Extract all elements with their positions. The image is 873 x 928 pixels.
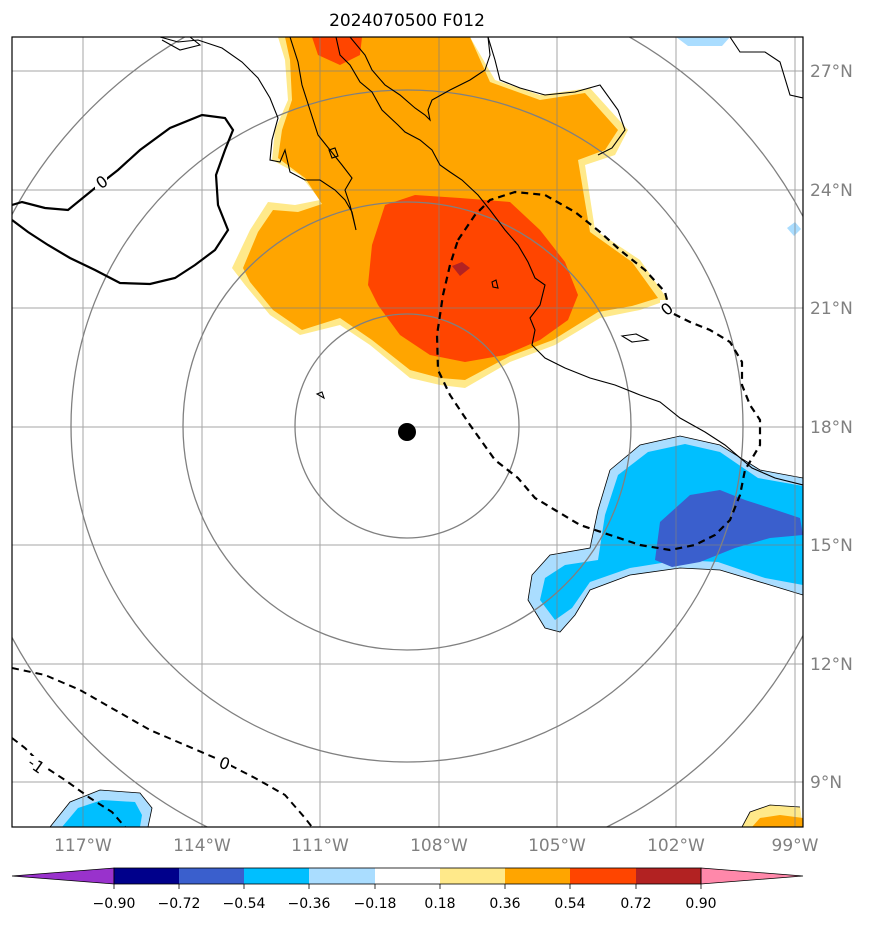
lon-label-102w: 102°W	[647, 836, 705, 856]
storm-center-marker	[398, 423, 416, 441]
dark-red-fill-0.72	[452, 262, 470, 276]
island-3	[315, 391, 325, 400]
range-ring-1	[294, 313, 520, 539]
island-2	[491, 279, 499, 289]
lon-label-99w: 99°W	[772, 836, 819, 856]
colorbar-tick-label: 0.54	[554, 896, 585, 912]
coastlines	[159, 37, 803, 486]
lat-lon-grid	[12, 37, 803, 827]
colorbar-tick-label: 0.90	[685, 896, 716, 912]
lat-label-24n: 24°N	[810, 181, 853, 201]
north-coast-fragment	[161, 37, 202, 51]
range-ring-3	[70, 89, 744, 763]
colorbar-tick-label: −0.90	[93, 896, 136, 912]
red-orange-fill-0.54	[368, 195, 578, 362]
lon-label-111w: 111°W	[291, 836, 349, 856]
lon-label-108w: 108°W	[410, 836, 468, 856]
minus-one-contour-dashed	[12, 737, 126, 827]
mainland-inland-coast-north	[487, 37, 626, 156]
light-blue-fill-ne	[676, 37, 730, 46]
mainland-mexico-coast	[335, 37, 803, 486]
colorbar-seg-orange	[505, 868, 570, 884]
ne-coast	[729, 37, 803, 99]
lat-label-15n: 15°N	[810, 536, 853, 556]
lat-label-12n: 12°N	[810, 655, 853, 675]
lon-label-114w: 114°W	[173, 836, 231, 856]
colorbar: −0.90 −0.72 −0.54 −0.36 −0.18 0.18 0.36 …	[11, 867, 804, 912]
colorbar-seg-light-blue	[309, 868, 375, 884]
colorbar-extend-low	[11, 867, 115, 885]
medium-blue-fill-east	[655, 490, 803, 567]
island-4	[328, 147, 339, 159]
lat-label-27n: 27°N	[810, 62, 853, 82]
map-frame	[11, 36, 804, 828]
zero-contour-dashed-east	[435, 190, 762, 552]
lat-label-18n: 18°N	[810, 418, 853, 438]
positive-anomaly-region	[232, 37, 803, 827]
light-blue-fill-e-dot	[787, 222, 801, 236]
lon-label-105w: 105°W	[528, 836, 586, 856]
colorbar-seg-yellow	[440, 868, 505, 884]
longitude-labels: 117°W 114°W 111°W 108°W 105°W 102°W 99°W	[54, 836, 819, 856]
colorbar-extend-high	[700, 867, 804, 885]
contour-labels: 0 0 0 -1	[24, 172, 677, 778]
colorbar-tick-label: −0.18	[354, 896, 397, 912]
lat-label-21n: 21°N	[810, 299, 853, 319]
latitude-labels: 27°N 24°N 21°N 18°N 15°N 12°N 9°N	[810, 62, 853, 793]
lon-label-117w: 117°W	[54, 836, 112, 856]
zero-contour-dashed-south	[12, 667, 313, 827]
colorbar-seg-navy	[114, 868, 179, 884]
range-rings	[12, 37, 803, 827]
map-area: 0 0 0 -1	[12, 37, 803, 827]
colorbar-tick-label: 0.36	[489, 896, 520, 912]
orange-fill-se	[752, 815, 803, 827]
map-title: 2024070500 F012	[329, 11, 485, 31]
colorbar-tick-label: 0.18	[424, 896, 455, 912]
colorbar-tick-label: −0.54	[223, 896, 266, 912]
island-1	[620, 333, 650, 343]
colorbar-tick-label: 0.72	[620, 896, 651, 912]
lat-label-9n: 9°N	[810, 773, 842, 793]
colorbar-seg-dark-red	[636, 868, 701, 884]
range-ring-2	[182, 201, 632, 651]
fill-outlines	[49, 435, 803, 827]
baja-peninsula-coast	[159, 37, 357, 231]
colorbar-seg-red-orange	[570, 868, 636, 884]
colorbar-seg-cyan	[244, 868, 309, 884]
colorbar-seg-medium-blue	[179, 868, 244, 884]
colorbar-seg-white	[375, 868, 440, 884]
red-orange-top-0.54	[312, 37, 362, 65]
colorbar-tick-label: −0.36	[288, 896, 331, 912]
gulf-california-east-coast	[349, 37, 491, 122]
cyan-fill-sw	[62, 800, 142, 827]
colorbar-tick-label: −0.72	[158, 896, 201, 912]
